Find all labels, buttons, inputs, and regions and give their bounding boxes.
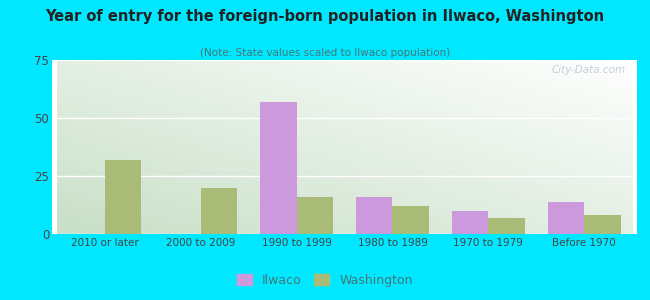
Bar [393, 206, 429, 234]
Bar [201, 188, 237, 234]
Bar [584, 215, 621, 234]
Bar [260, 102, 296, 234]
Text: City-Data.com: City-Data.com [551, 65, 625, 75]
Bar [548, 202, 584, 234]
Bar [452, 211, 488, 234]
Bar [488, 218, 525, 234]
Bar [356, 197, 393, 234]
Bar [105, 160, 141, 234]
Legend: Ilwaco, Washington: Ilwaco, Washington [233, 270, 417, 291]
Text: (Note: State values scaled to Ilwaco population): (Note: State values scaled to Ilwaco pop… [200, 48, 450, 58]
Text: Year of entry for the foreign-born population in Ilwaco, Washington: Year of entry for the foreign-born popul… [46, 9, 605, 24]
Bar [296, 197, 333, 234]
